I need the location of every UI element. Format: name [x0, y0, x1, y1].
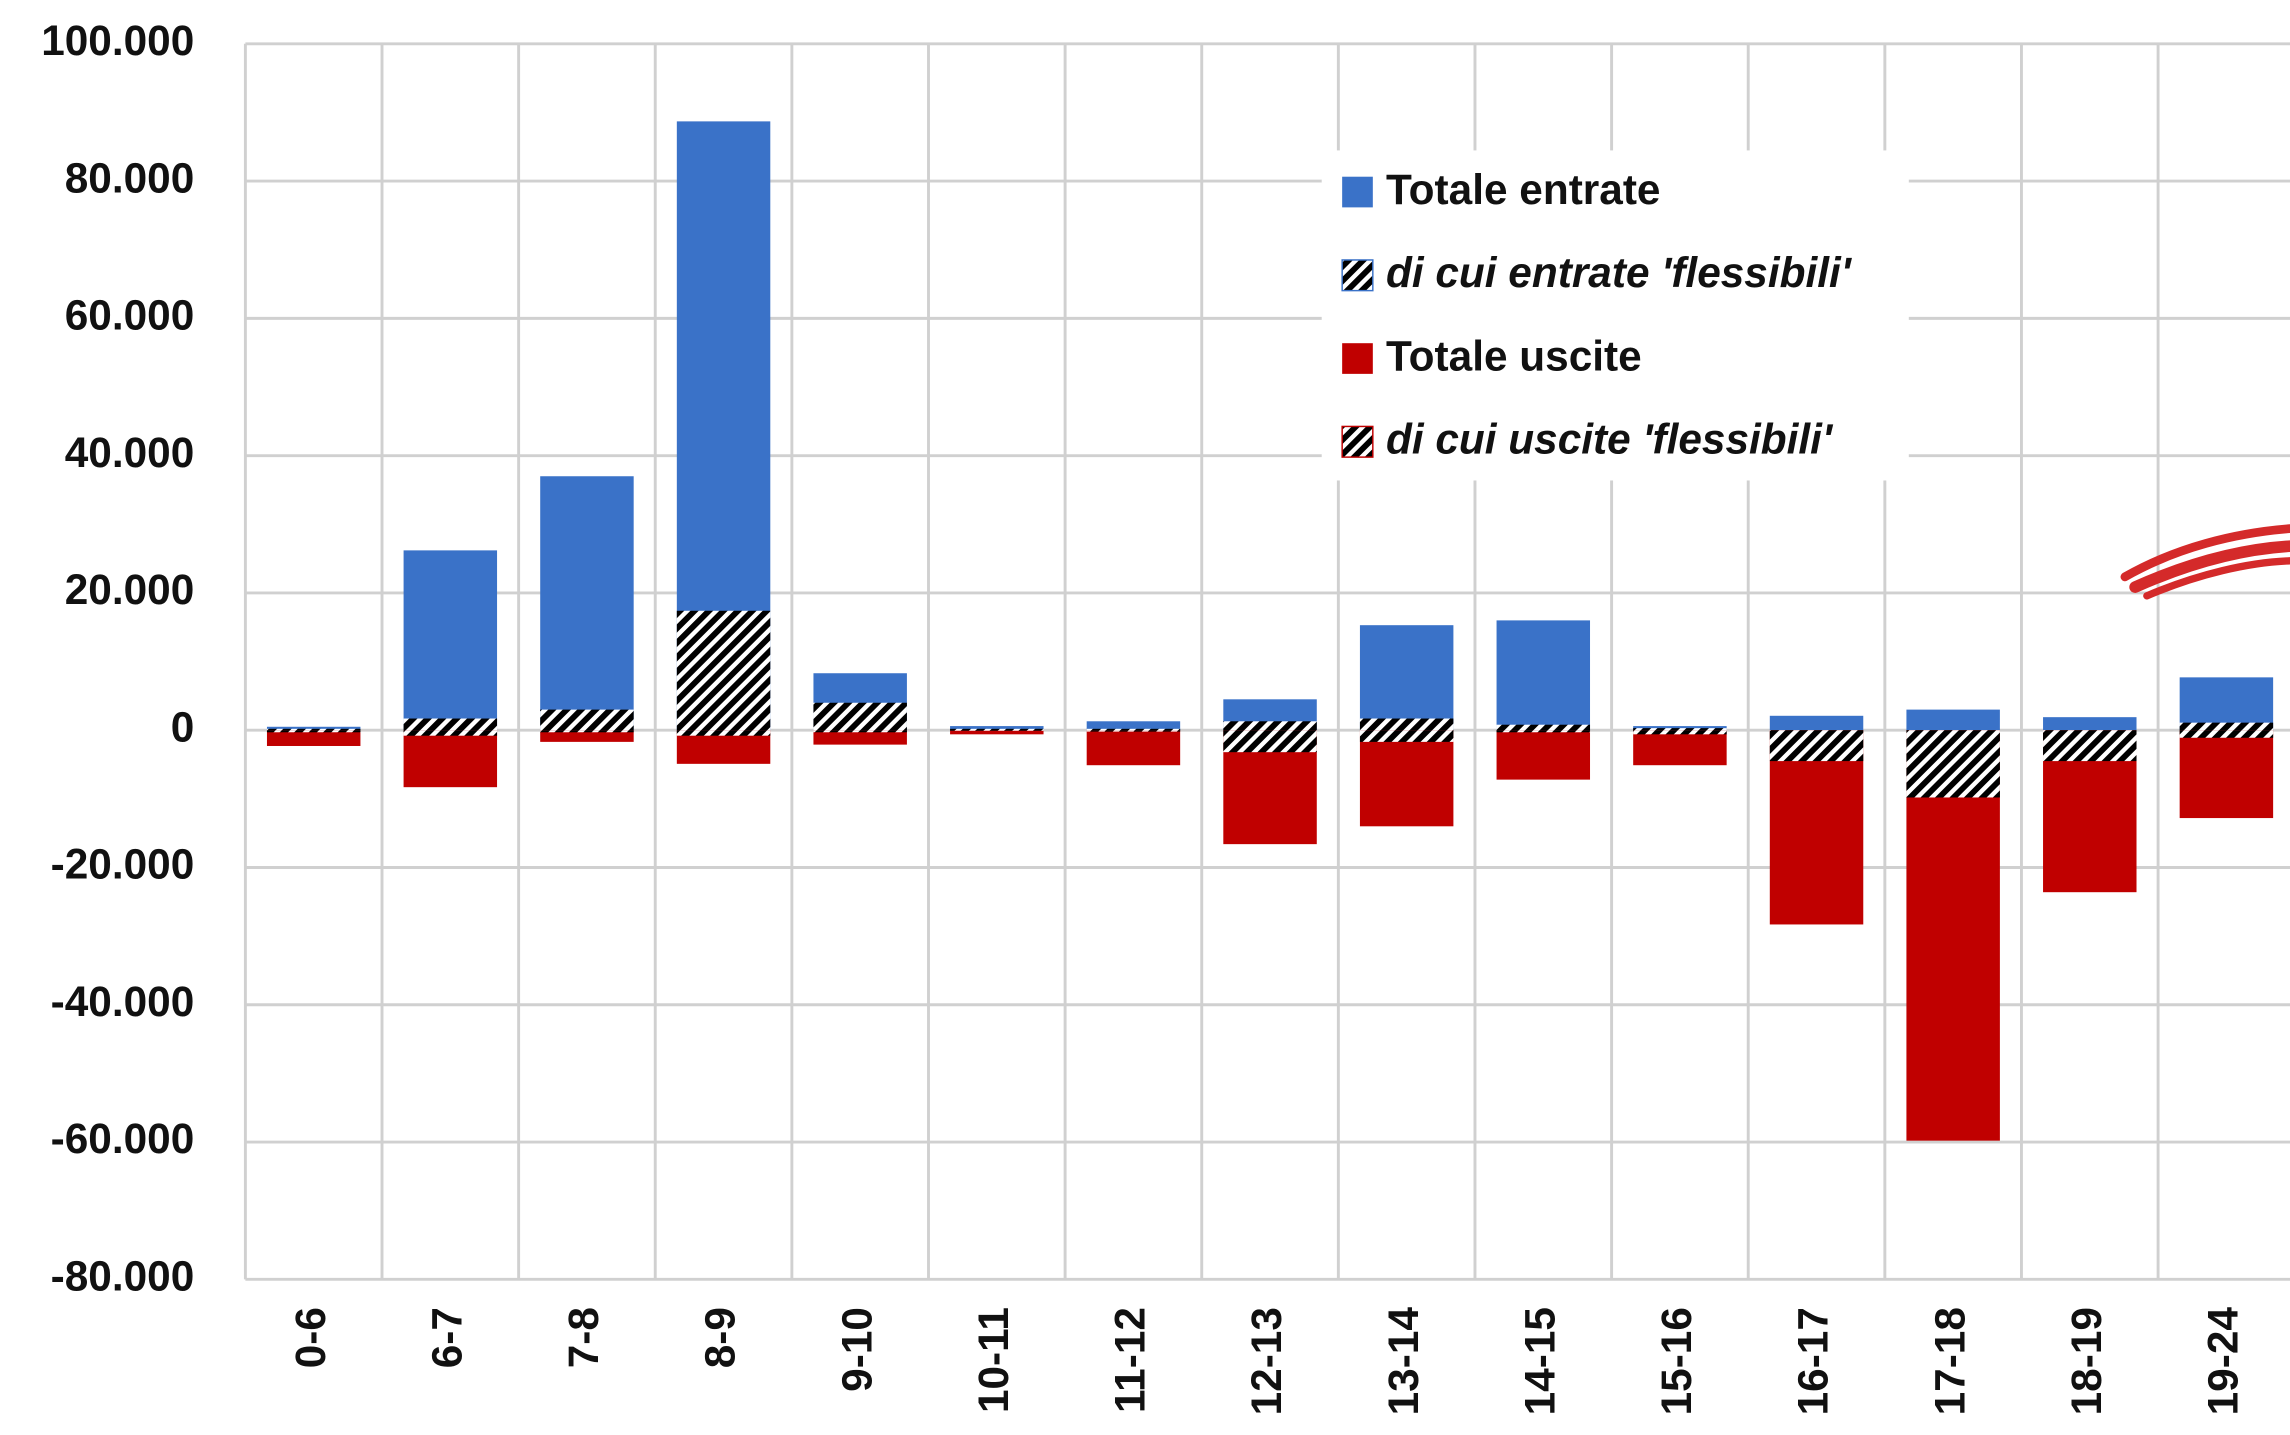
y-tick-label: -60.000 — [51, 1115, 195, 1162]
x-tick-label: 0-6 — [287, 1307, 334, 1368]
hatched-bar — [1223, 721, 1317, 731]
bar — [403, 550, 498, 731]
bar — [1496, 730, 1591, 780]
hatched-bar — [1223, 730, 1317, 753]
bar — [1496, 620, 1591, 731]
y-tick-label: 60.000 — [65, 292, 195, 339]
legend-swatch — [1342, 343, 1373, 374]
hatched-bar — [813, 702, 907, 731]
bar — [2179, 677, 2274, 731]
y-tick-label: 0 — [171, 703, 195, 750]
hatched-bar — [1086, 730, 1181, 732]
x-tick-label: 18-19 — [2063, 1307, 2110, 1415]
legend-swatch — [1341, 425, 1374, 458]
bar — [1086, 730, 1181, 766]
y-tick-label: 80.000 — [65, 154, 195, 201]
hatched-bar — [813, 730, 907, 733]
bar — [813, 730, 907, 745]
x-tick-label: 14-15 — [1516, 1307, 1563, 1415]
legend: Totale entrate di cui entrate 'flessibili… — [1321, 150, 1909, 481]
hatched-bar — [950, 728, 1044, 731]
bar — [2179, 730, 2274, 819]
legend-label: Totale entrate — [1386, 166, 1661, 213]
hatched-bar — [540, 709, 634, 731]
hatched-bar — [266, 730, 361, 733]
labels: -80.000 -60.000 -40.000 -20.000 0 20.000 40.00… — [41, 17, 2246, 1415]
hatched-bar — [266, 728, 361, 731]
bar — [403, 730, 498, 788]
x-tick-label: 15-16 — [1653, 1307, 1700, 1415]
bar — [1769, 730, 1864, 925]
hatched-bar — [950, 730, 1044, 731]
x-tick-label: 16-17 — [1790, 1307, 1837, 1415]
y-tick-label: 40.000 — [65, 429, 195, 476]
bar — [1769, 715, 1864, 731]
y-tick-label: -40.000 — [51, 978, 195, 1025]
bar — [1906, 730, 2000, 1141]
y-tick-label: -20.000 — [51, 841, 195, 888]
y-tick-label: -80.000 — [51, 1253, 195, 1300]
bar — [1086, 721, 1181, 731]
bar — [540, 476, 634, 731]
legend-swatch — [1341, 259, 1374, 292]
hatched-bar — [403, 718, 498, 731]
hatched-bar — [676, 610, 771, 731]
x-tick-label: 12-13 — [1243, 1307, 1290, 1415]
hatched-bar — [1359, 718, 1454, 731]
hatched-bar — [1633, 730, 1727, 735]
hatched-bar — [2179, 722, 2274, 731]
bars — [266, 121, 2274, 1141]
legend-swatch — [1342, 176, 1373, 208]
bar — [1359, 625, 1454, 731]
hatched-bar — [1086, 728, 1181, 731]
bar — [676, 730, 771, 764]
hatched-bar — [676, 730, 771, 736]
bar — [266, 726, 361, 731]
bar — [540, 730, 634, 742]
hatched-bar — [2179, 730, 2274, 738]
y-tick-label: 100.000 — [41, 17, 194, 64]
x-tick-label: 9-10 — [833, 1307, 880, 1392]
hatched-bar — [1496, 724, 1591, 731]
legend-label: di cui uscite 'flessibili' — [1386, 416, 1834, 463]
x-tick-label: 8-9 — [697, 1307, 744, 1368]
brush-stroke — [2120, 524, 2290, 600]
bar — [950, 730, 1044, 735]
x-tick-label: 6-7 — [424, 1307, 471, 1368]
x-tick-label: 7-8 — [560, 1307, 607, 1368]
bar — [1633, 730, 1727, 766]
hatched-bar — [1496, 730, 1591, 733]
hatched-bar — [1633, 728, 1727, 731]
hatched-bar — [1769, 730, 1864, 762]
x-tick-label: 17-18 — [1926, 1307, 1973, 1415]
hatched-bar — [540, 730, 634, 733]
hatched-bar — [403, 730, 498, 736]
hatched-bar — [1906, 730, 2000, 798]
x-tick-label: 11-12 — [1107, 1307, 1154, 1413]
y-tick-label: 20.000 — [65, 566, 195, 613]
x-tick-label: 10-11 — [970, 1307, 1017, 1413]
bar — [1633, 726, 1727, 731]
legend-label: di cui entrate 'flessibili' — [1386, 249, 1853, 296]
legend-box — [1321, 150, 1909, 481]
bar — [266, 730, 361, 746]
legend-label: Totale uscite — [1386, 332, 1642, 379]
bar — [2043, 717, 2137, 731]
hatched-bar — [1359, 730, 1454, 742]
hatched-bar — [2043, 730, 2137, 762]
bar — [1906, 709, 2000, 731]
bar — [950, 726, 1044, 731]
x-tick-label: 19-24 — [2200, 1307, 2247, 1416]
x-tick-label: 13-14 — [1380, 1307, 1427, 1416]
bar — [1359, 730, 1454, 827]
